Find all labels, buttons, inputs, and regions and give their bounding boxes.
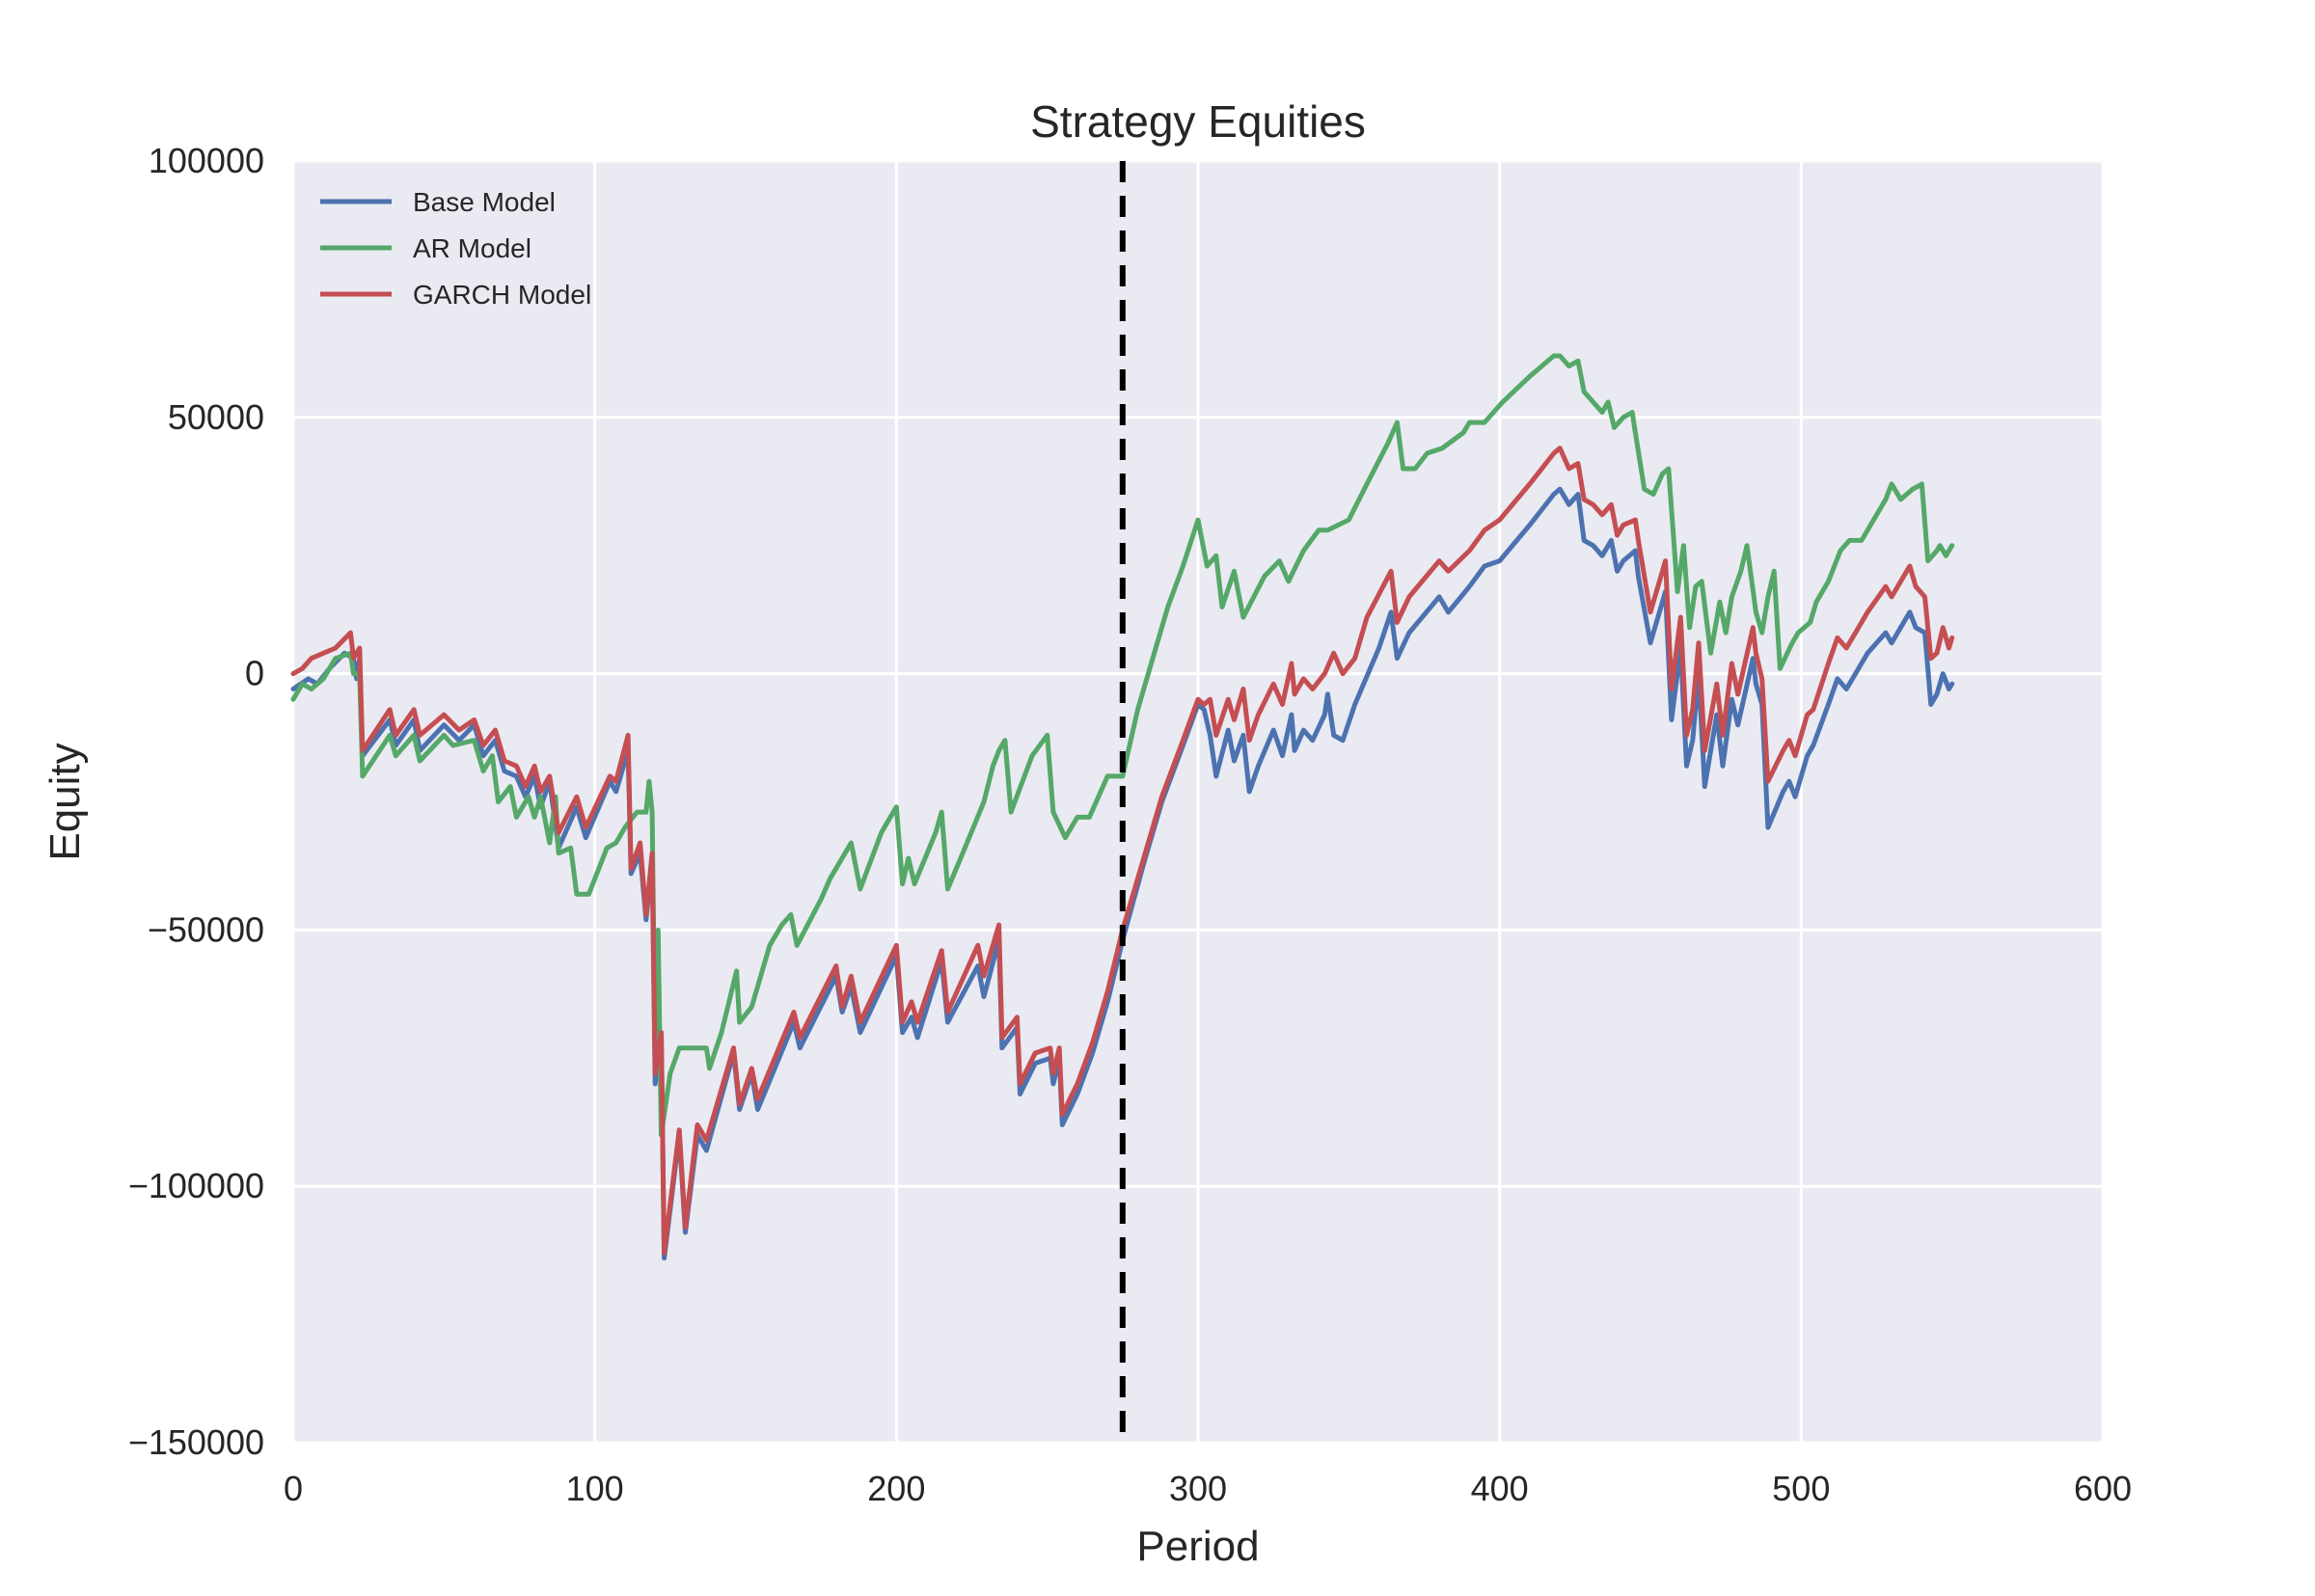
series-line-base-model [290, 486, 1955, 1261]
x-axis-label: Period [1136, 1523, 1259, 1570]
series-line-ar-model [290, 353, 1955, 1138]
y-tick-label: 100000 [149, 141, 264, 180]
tick-labels: 0 100 200 300 400 500 600 100000 50000 0 −50000 −10… [128, 141, 2132, 1508]
y-axis-label: Equity [41, 743, 89, 860]
y-tick-label: 0 [245, 654, 264, 693]
legend-label: AR Model [413, 233, 531, 263]
x-tick-label: 200 [867, 1469, 925, 1508]
y-tick-label: −50000 [148, 909, 264, 949]
y-tick-label: −150000 [128, 1422, 264, 1462]
grid-lines [291, 159, 2105, 1445]
x-tick-label: 100 [566, 1469, 624, 1508]
x-tick-label: 400 [1471, 1469, 1529, 1508]
x-tick-label: 500 [1772, 1469, 1830, 1508]
y-tick-label: 50000 [168, 397, 264, 437]
x-tick-label: 600 [2074, 1469, 2132, 1508]
x-tick-label: 300 [1169, 1469, 1227, 1508]
series-line-garch-model [290, 446, 1955, 1256]
chart-title: Strategy Equities [1030, 96, 1366, 147]
legend-label: Base Model [413, 187, 556, 217]
series-lines [290, 353, 1955, 1261]
legend-label: GARCH Model [413, 280, 591, 310]
legend: Base Model AR Model GARCH Model [320, 187, 591, 310]
y-tick-label: −100000 [128, 1166, 264, 1205]
x-tick-label: 0 [284, 1469, 303, 1508]
